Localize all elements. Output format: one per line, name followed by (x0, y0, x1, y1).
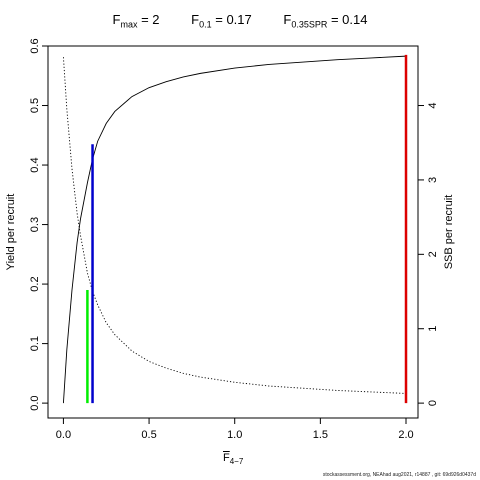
x-axis-label: F4−7 (223, 452, 243, 466)
y-left-tick-label-4: 0.4 (29, 157, 41, 172)
y-left-tick-label-1: 0.1 (29, 336, 41, 351)
title-fspr-label: F (283, 12, 292, 27)
x-axis-label-sub: 4−7 (229, 457, 244, 467)
y-axis-right-label: SSB per recruit (443, 195, 455, 270)
x-tick-label-2: 1.0 (227, 429, 242, 441)
y-left-tick-label-3: 0.3 (29, 217, 41, 232)
title-fmax: Fmax = 2 (112, 12, 160, 30)
title-fmax-sub: max (120, 19, 138, 30)
chart-title: Fmax = 2 F0.1 = 0.17 F0.35SPR = 0.14 (0, 12, 480, 30)
series-line-1 (62, 57, 407, 394)
series-line-0 (62, 55, 407, 404)
title-fmax-label: F (112, 12, 121, 27)
y-left-tick-label-5: 0.5 (29, 98, 41, 113)
x-tick-label-3: 1.5 (313, 429, 328, 441)
y-right-tick-label-3: 3 (427, 177, 439, 183)
title-f01-label: F (191, 12, 200, 27)
title-fmax-value: = 2 (137, 12, 160, 27)
title-fspr: F0.35SPR = 0.14 (283, 12, 368, 30)
y-axis-left-label: Yield per recruit (5, 194, 17, 271)
plot-frame (47, 45, 419, 419)
y-right-tick-label-4: 4 (427, 102, 439, 108)
y-left-tick-label-0: 0.0 (29, 395, 41, 410)
x-axis-label-main: F (223, 452, 230, 464)
x-tick-label-0: 0.0 (56, 429, 71, 441)
title-f01-value: = 0.17 (211, 12, 252, 27)
title-fspr-value: = 0.14 (327, 12, 368, 27)
y-left-tick-label-6: 0.6 (29, 38, 41, 53)
x-tick-label-1: 0.5 (141, 429, 156, 441)
title-f01: F0.1 = 0.17 (191, 12, 252, 30)
footer-text: stockassessment.org, NEAhad aug2021, r14… (322, 472, 476, 478)
y-right-tick-label-0: 0 (427, 400, 439, 406)
y-left-tick-label-2: 0.2 (29, 276, 41, 291)
title-f01-sub: 0.1 (199, 19, 212, 30)
x-tick-label-4: 2.0 (398, 429, 413, 441)
title-fspr-sub: 0.35SPR (291, 19, 328, 30)
y-right-tick-label-2: 2 (427, 251, 439, 257)
y-right-tick-label-1: 1 (427, 326, 439, 332)
